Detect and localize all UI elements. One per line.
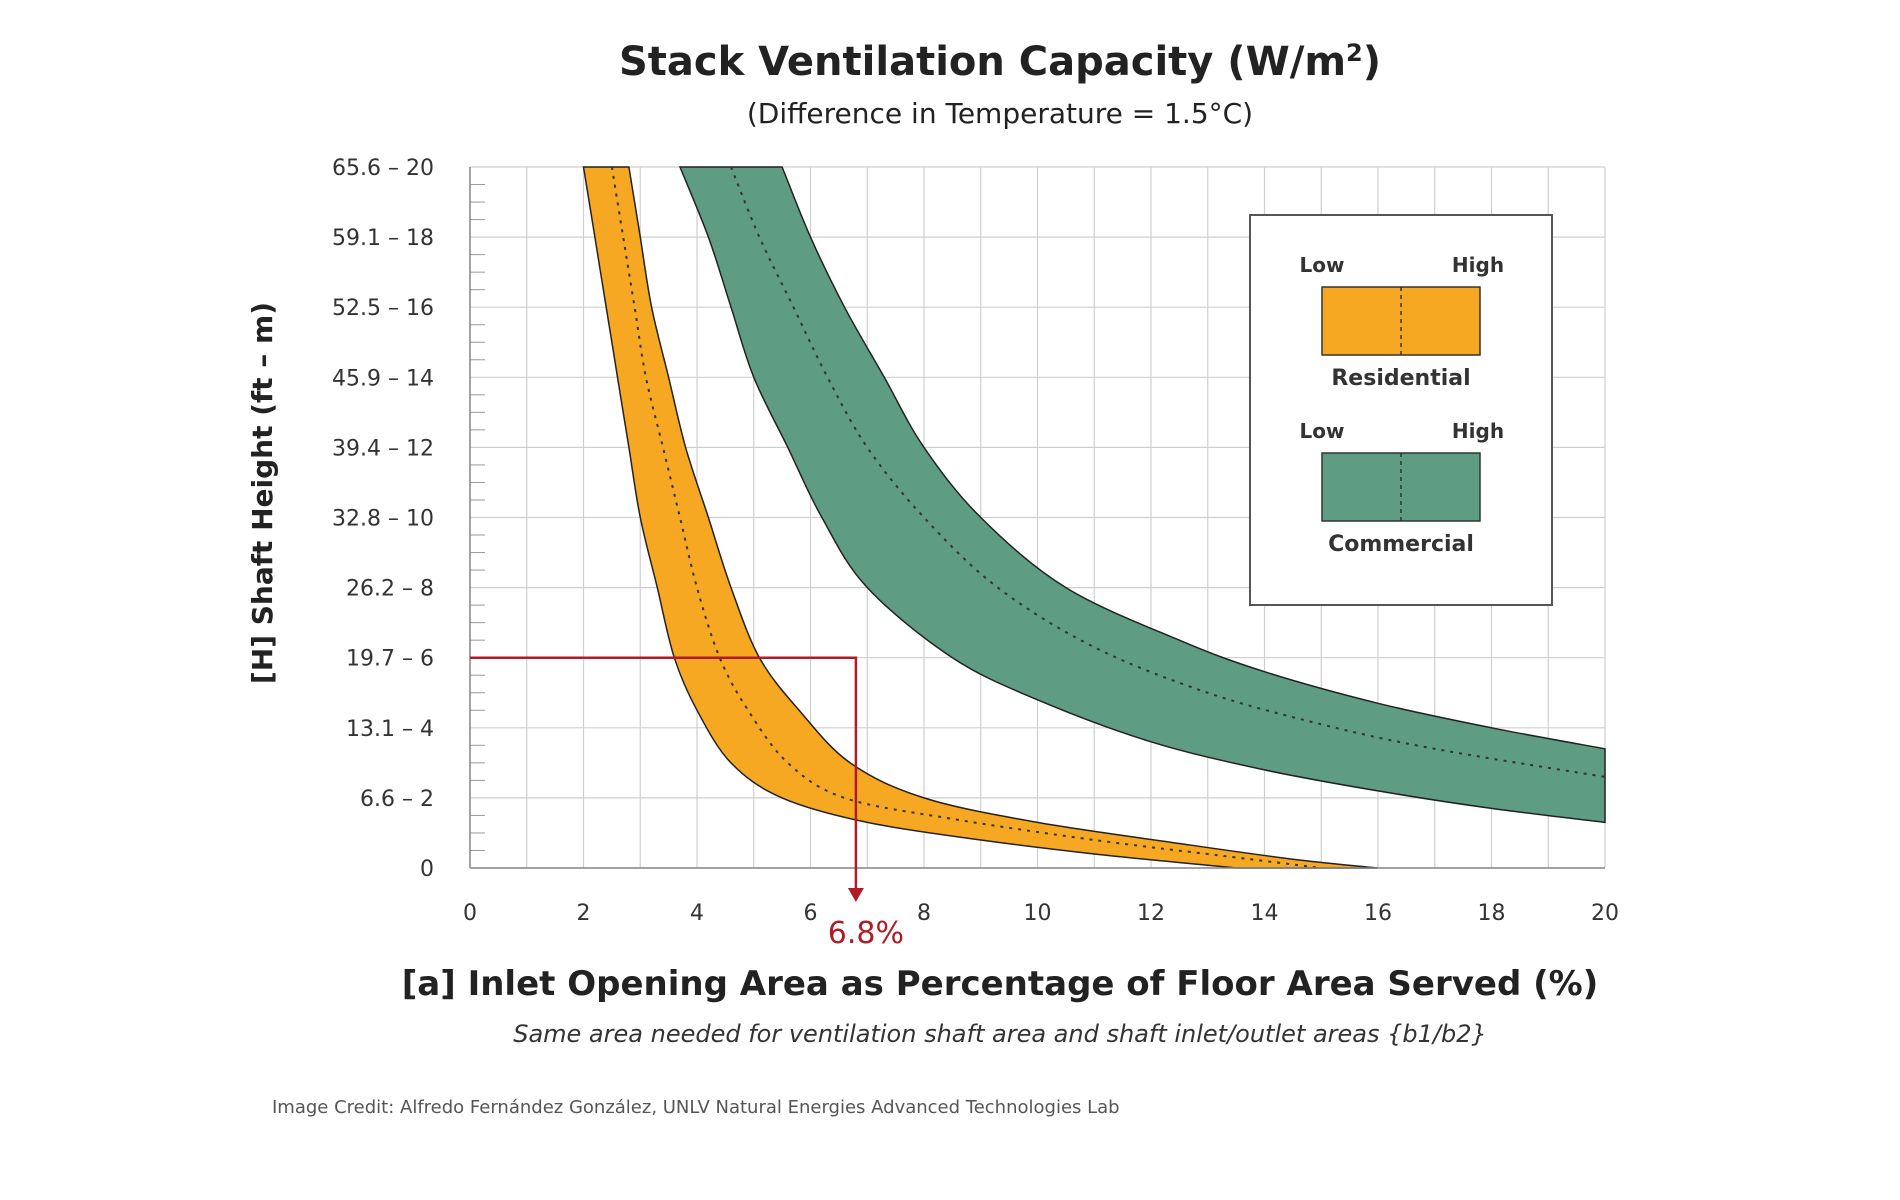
marker-guide-line <box>470 656 858 888</box>
legend-commercial-high-label: High <box>1452 419 1504 443</box>
y-tick-label: 13.1 – 4 <box>346 717 434 742</box>
x-tick-label: 16 <box>1364 901 1392 926</box>
chart-subtitle: (Difference in Temperature = 1.5°C) <box>747 97 1253 130</box>
x-axis-note: Same area needed for ventilation shaft a… <box>513 1020 1487 1048</box>
x-tick-label: 0 <box>463 901 477 926</box>
chart-title-main: Stack Ventilation Capacity (W/m <box>619 39 1346 85</box>
legend-commercial-low-label: Low <box>1300 419 1345 443</box>
chart-title-end: ) <box>1363 39 1381 85</box>
marker-arrow-icon <box>847 888 864 902</box>
y-tick-label: 6.6 – 2 <box>360 787 434 812</box>
x-tick-label: 12 <box>1137 901 1165 926</box>
chart-title-superscript: 2 <box>1346 39 1363 67</box>
y-tick-label: 39.4 – 12 <box>332 436 434 461</box>
x-tick-labels: 0 2 4 6 8 10 12 14 16 18 20 <box>463 901 1619 926</box>
x-tick-label: 18 <box>1478 901 1506 926</box>
legend-residential-high-label: High <box>1452 253 1504 277</box>
legend-residential-name: Residential <box>1331 366 1470 391</box>
plot-frame <box>469 167 1605 869</box>
residential-median-line <box>610 166 1322 869</box>
image-credit: Image Credit: Alfredo Fernández González… <box>272 1097 1120 1118</box>
y-tick-label: 59.1 – 18 <box>332 226 434 251</box>
x-tick-label: 8 <box>917 901 931 926</box>
y-tick-label: 32.8 – 10 <box>332 507 434 532</box>
y-tick-label: 0 <box>420 857 434 882</box>
x-tick-label: 6 <box>804 901 818 926</box>
commercial-median-line <box>730 166 1606 778</box>
legend-residential-low-label: Low <box>1300 253 1345 277</box>
marker-label: 6.8% <box>828 916 904 951</box>
y-tick-label: 52.5 – 16 <box>332 296 434 321</box>
x-tick-label: 14 <box>1251 901 1279 926</box>
commercial-band <box>678 166 1606 824</box>
y-axis-label: [H] Shaft Height (ft – m) <box>246 302 279 684</box>
legend-commercial-name: Commercial <box>1328 532 1474 557</box>
legend-box <box>1249 214 1553 606</box>
y-tick-label: 19.7 – 6 <box>346 647 434 672</box>
legend: Low High Residential Low High Commercial <box>1249 214 1553 606</box>
marker-callout: 6.8% <box>470 656 904 951</box>
y-tick-labels: 0 6.6 – 2 13.1 – 4 19.7 – 6 26.2 – 8 32.8 – 1… <box>332 156 434 882</box>
plot-bands <box>582 166 1606 869</box>
y-tick-label: 65.6 – 20 <box>332 156 434 181</box>
x-tick-label: 2 <box>577 901 591 926</box>
x-tick-label: 20 <box>1591 901 1619 926</box>
y-tick-label: 26.2 – 8 <box>346 577 434 602</box>
x-axis-label: [a] Inlet Opening Area as Percentage of … <box>402 964 1599 1004</box>
chart-title: Stack Ventilation Capacity (W/m2) <box>619 39 1381 85</box>
y-tick-label: 45.9 – 14 <box>332 366 434 391</box>
x-tick-label: 4 <box>690 901 704 926</box>
x-tick-label: 10 <box>1024 901 1052 926</box>
